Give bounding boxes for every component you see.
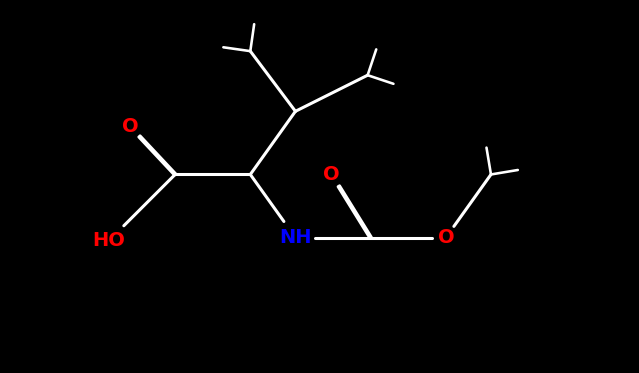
Text: O: O	[438, 228, 454, 247]
Text: HO: HO	[93, 231, 125, 250]
Text: O: O	[121, 117, 138, 136]
Text: NH: NH	[279, 228, 312, 247]
Text: O: O	[323, 165, 340, 184]
